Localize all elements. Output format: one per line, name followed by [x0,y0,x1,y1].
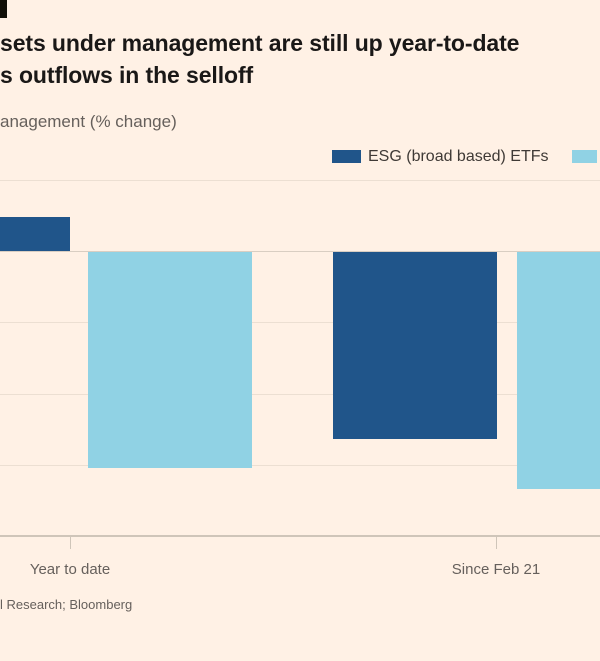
bar-series0-year-to-date [0,217,70,252]
x-axis-line [0,535,600,537]
x-axis-tick-year-to-date [70,537,71,549]
x-axis-label-year-to-date: Year to date [29,561,111,578]
cropped-corner-artifact [0,0,7,18]
gridline [0,322,600,324]
chart-subtitle: anagement (% change) [0,112,177,131]
gridline [0,179,600,181]
source-line: l Research; Bloomberg [0,597,133,612]
zero-gridline [0,251,600,252]
bar-series0-since-feb-21 [333,252,497,440]
legend-swatch-light-cropped [572,150,597,163]
bar-series1-year-to-date [88,252,252,468]
x-axis-tick-since-feb-21 [496,537,497,549]
gridline [0,393,600,395]
x-axis-label-since-feb-21: Since Feb 21 [451,561,541,578]
chart-title-line-2: s outflows in the selloff [0,62,254,88]
chart-title-line-1: sets under management are still up year-… [0,30,520,56]
legend-swatch-esg-broad [332,150,361,163]
gridline [0,464,600,466]
legend-label-esg-broad: ESG (broad based) ETFs [368,148,549,165]
bar-series1-since-feb-21 [517,252,600,490]
